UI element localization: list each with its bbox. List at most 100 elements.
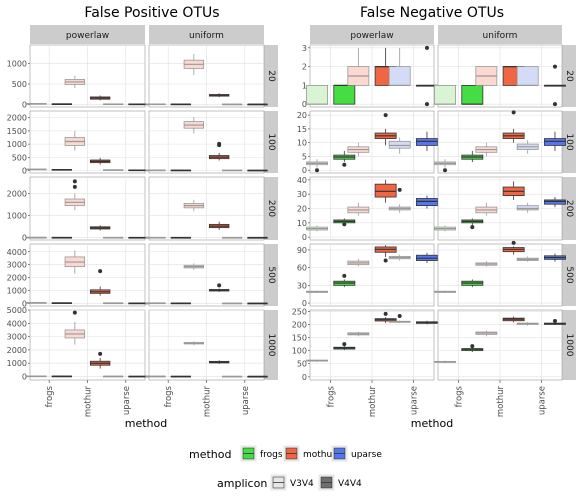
box-uparse-V3V4 (103, 302, 124, 305)
box-mothur-V3V4 (475, 66, 498, 86)
y-tick-label: 150 (292, 334, 307, 343)
box-body (544, 199, 566, 205)
box-frogs-V3V4 (145, 103, 166, 106)
y-tick-label: 1 (302, 81, 307, 90)
box-frogs-V3V4 (434, 360, 456, 364)
box-mothur-V3V4 (475, 330, 498, 337)
box-body (416, 198, 438, 207)
row-strip-label: 20 (564, 70, 574, 82)
box-uparse-V3V4 (103, 236, 124, 239)
outlier-point (397, 314, 402, 319)
outlier-point (552, 102, 557, 107)
outlier-point (315, 168, 320, 173)
outlier-point (217, 141, 222, 146)
box-body (374, 183, 397, 198)
box-mothur-V3V4 (64, 179, 86, 211)
column-strip-label: powerlaw (66, 31, 109, 41)
box-frogs-V4V4 (461, 218, 484, 230)
y-tick-label: 200 (292, 320, 307, 329)
outlier-point (98, 351, 103, 356)
box-frogs-V3V4 (26, 168, 47, 171)
y-tick-label: 60 (297, 264, 307, 273)
box-uparse-V4V4 (416, 320, 438, 325)
y-tick-label: 2000 (7, 346, 27, 355)
y-tick-label: 0 (302, 166, 307, 175)
box-uparse-V3V4 (516, 139, 539, 154)
y-tick-label: 1000 (7, 212, 27, 221)
outlier-point (397, 187, 402, 192)
box-frogs-V3V4 (306, 159, 328, 173)
box-uparse-V3V4 (388, 47, 411, 86)
box-frogs-V4V4 (51, 169, 72, 171)
box-body (461, 84, 484, 105)
box-mothur-V4V4 (208, 221, 230, 230)
outlier-point (443, 168, 448, 173)
y-tick-label: 0 (302, 299, 307, 308)
box-uparse-V3V4 (516, 202, 539, 213)
row-strip-label: 100 (266, 133, 276, 150)
box-frogs-V4V4 (333, 273, 356, 288)
legend-label-mothur: mothur (303, 450, 336, 460)
column-strip-label: uniform (483, 31, 518, 41)
box-frogs-V4V4 (333, 342, 356, 351)
outlier-point (72, 310, 77, 315)
box-uparse-V3V4 (388, 137, 411, 154)
box-uparse-V3V4 (222, 169, 243, 172)
y-tick-label: 3000 (7, 261, 27, 270)
column-strip (149, 25, 264, 44)
y-tick-label: 0 (302, 373, 307, 382)
box-frogs-V4V4 (461, 150, 484, 162)
y-tick-label: 50 (297, 360, 307, 369)
row-strip-label: 200 (564, 200, 574, 217)
y-tick-label: 20 (297, 111, 307, 120)
outlier-point (552, 319, 557, 324)
legend-method-title: method (189, 448, 231, 461)
box-body (434, 84, 456, 105)
outlier-point (342, 162, 347, 167)
y-tick-label: 20 (297, 205, 307, 214)
box-frogs-V4V4 (333, 84, 356, 105)
y-tick-label: 3 (302, 44, 307, 53)
box-mothur-V3V4 (183, 117, 205, 134)
row-strip (562, 177, 576, 240)
x-tick-label: uparse (122, 386, 132, 415)
box-uparse-V4V4 (544, 64, 566, 107)
box-mothur-V4V4 (89, 95, 111, 101)
legend-label-V3V4: V3V4 (290, 479, 314, 489)
box-frogs-V3V4 (306, 290, 328, 294)
box-uparse-V4V4 (128, 236, 149, 239)
y-tick-label: 0 (302, 100, 307, 109)
box-uparse-V3V4 (103, 169, 124, 171)
box-frogs-V4V4 (51, 236, 72, 239)
box-uparse-V3V4 (222, 103, 243, 106)
y-tick-label: 4000 (7, 248, 27, 257)
box-frogs-V3V4 (306, 225, 328, 232)
box-mothur-V3V4 (183, 54, 205, 75)
box-uparse-V3V4 (222, 375, 243, 378)
outlier-point (342, 342, 347, 347)
outlier-point (383, 311, 388, 316)
box-uparse-V4V4 (247, 103, 268, 106)
box-mothur-V3V4 (64, 75, 86, 89)
y-tick-label: 2000 (7, 190, 27, 199)
y-tick-label: 0 (22, 167, 27, 176)
box-frogs-V4V4 (170, 169, 191, 172)
box-mothur-V3V4 (64, 250, 86, 274)
row-strip (562, 111, 576, 173)
box-uparse-V4V4 (128, 103, 149, 106)
box-mothur-V4V4 (208, 283, 230, 292)
box-frogs-V4V4 (461, 344, 484, 352)
box-frogs-V4V4 (333, 150, 356, 167)
box-frogs-V3V4 (26, 302, 47, 304)
box-uparse-V3V4 (388, 254, 411, 261)
y-tick-label: 4000 (7, 319, 27, 328)
box-body (416, 138, 438, 146)
row-strip-label: 1000 (266, 334, 276, 357)
outlier-point (342, 273, 347, 278)
box-frogs-V3V4 (306, 359, 328, 362)
box-frogs-V3V4 (145, 236, 166, 239)
box-frogs-V4V4 (51, 302, 72, 304)
box-uparse-V4V4 (247, 375, 268, 378)
outlier-point (511, 240, 516, 245)
